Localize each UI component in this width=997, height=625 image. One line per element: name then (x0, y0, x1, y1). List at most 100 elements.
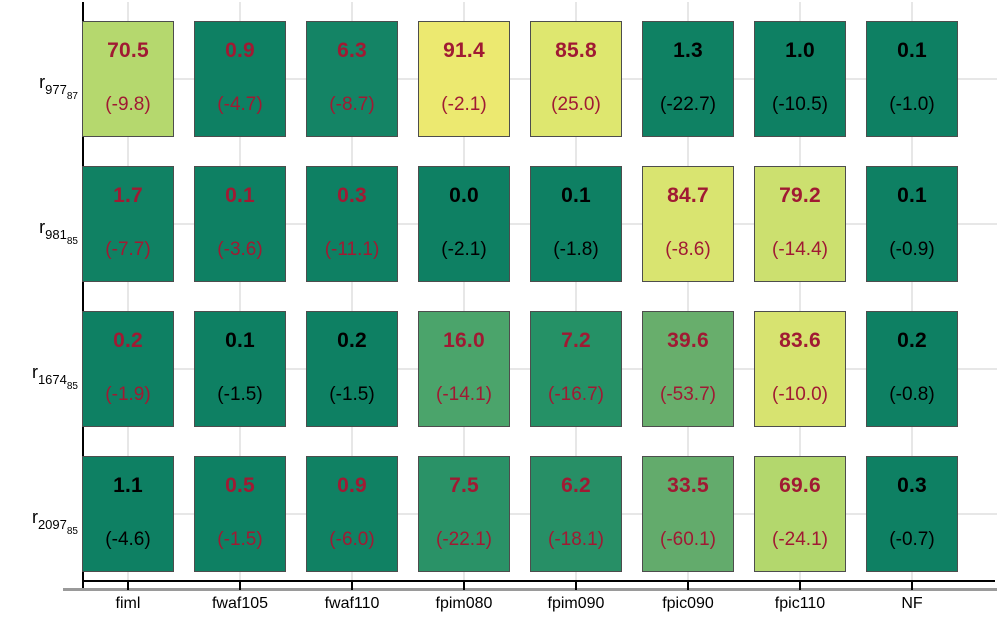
column-label: NF (901, 595, 923, 612)
heatmap-cell: 91.4 (-2.1) (418, 21, 510, 137)
x-tick-mark (575, 580, 577, 590)
cell-value: 0.9 (225, 39, 255, 62)
heatmap-cell: 0.5 (-1.5) (194, 456, 286, 572)
cell-value: 1.3 (673, 39, 703, 62)
cell-value: 0.3 (337, 184, 367, 207)
heatmap-cell: 33.5 (-60.1) (642, 456, 734, 572)
row-label: r 1674 85 (0, 355, 78, 392)
cell-value: 70.5 (107, 39, 149, 62)
x-tick-mark (911, 580, 913, 590)
cell-delta: (-60.1) (660, 529, 716, 550)
cell-value: 6.3 (337, 39, 367, 62)
heatmap-cell: 7.2 (-16.7) (530, 311, 622, 427)
heatmap-cell: 1.1 (-4.6) (82, 456, 174, 572)
cell-delta: (-8.7) (329, 94, 375, 115)
cell-value: 0.2 (897, 329, 927, 352)
heatmap-cell: 0.3 (-0.7) (866, 456, 958, 572)
cell-delta: (-14.1) (436, 384, 492, 405)
cell-value: 7.5 (449, 474, 479, 497)
cell-delta: (-10.5) (772, 94, 828, 115)
cell-value: 0.1 (897, 184, 927, 207)
x-axis-line (82, 580, 995, 582)
heatmap-cell: 0.9 (-6.0) (306, 456, 398, 572)
row-label: r 2097 85 (0, 500, 78, 537)
cell-delta: (-22.7) (660, 94, 716, 115)
cell-value: 0.0 (449, 184, 479, 207)
heatmap-cell: 0.1 (-1.8) (530, 166, 622, 282)
heatmap-cell: 0.1 (-1.0) (866, 21, 958, 137)
gridline-vertical (239, 2, 241, 588)
cell-value: 7.2 (561, 329, 591, 352)
gridline-vertical (911, 2, 913, 588)
x-tick-mark (127, 580, 129, 590)
cell-delta: (-3.6) (217, 239, 263, 260)
heatmap-cell: 69.6 (-24.1) (754, 456, 846, 572)
column-label: fwaf110 (324, 595, 380, 612)
cell-delta: (25.0) (551, 94, 601, 115)
cell-delta: (-1.0) (889, 94, 935, 115)
cell-value: 0.5 (225, 474, 255, 497)
cell-delta: (-1.9) (105, 384, 151, 405)
x-tick-mark (351, 580, 353, 590)
cell-value: 1.7 (113, 184, 143, 207)
gridline-vertical (799, 2, 801, 588)
heatmap-cell: 1.7 (-7.7) (82, 166, 174, 282)
cell-delta: (-1.5) (217, 384, 263, 405)
heatmap-cell: 84.7 (-8.6) (642, 166, 734, 282)
cell-value: 0.1 (897, 39, 927, 62)
cell-delta: (-11.1) (324, 239, 380, 260)
cell-delta: (-7.7) (105, 239, 151, 260)
cell-value: 83.6 (779, 329, 821, 352)
heatmap-cell: 0.0 (-2.1) (418, 166, 510, 282)
row-label-base: r (39, 72, 46, 92)
y-axis-line (82, 2, 84, 589)
gridline-vertical (687, 2, 689, 588)
cell-delta: (-8.6) (665, 239, 711, 260)
cell-delta: (-0.9) (889, 239, 935, 260)
row-label-subscript: 1674 (37, 371, 67, 387)
cell-value: 0.1 (225, 329, 255, 352)
column-label: fpic090 (662, 595, 714, 612)
cell-delta: (-0.7) (889, 529, 935, 550)
heatmap-cell: 0.2 (-0.8) (866, 311, 958, 427)
cell-delta: (-1.8) (553, 239, 599, 260)
cell-delta: (-1.5) (217, 529, 263, 550)
cell-value: 0.1 (225, 184, 255, 207)
cell-delta: (-4.7) (217, 94, 263, 115)
cell-value: 0.9 (337, 474, 367, 497)
column-label: fpim080 (435, 595, 493, 612)
heatmap-cell: 83.6 (-10.0) (754, 311, 846, 427)
cell-value: 0.2 (113, 329, 143, 352)
cell-delta: (-24.1) (772, 529, 828, 550)
row-label-base: r (31, 362, 38, 382)
cell-value: 69.6 (779, 474, 821, 497)
heatmap-cell: 79.2 (-14.4) (754, 166, 846, 282)
heatmap-cell: 0.3 (-11.1) (306, 166, 398, 282)
gridline-vertical (127, 2, 129, 588)
heatmap-cell: 0.2 (-1.5) (306, 311, 398, 427)
gridline-vertical (575, 2, 577, 588)
heatmap-cell: 0.9 (-4.7) (194, 21, 286, 137)
cell-delta: (-2.1) (441, 94, 487, 115)
row-label-subscript: 2097 (37, 516, 67, 532)
x-tick-mark (799, 580, 801, 590)
cell-value: 0.1 (561, 184, 591, 207)
cell-delta: (-6.0) (329, 529, 375, 550)
row-label-subsubscript: 85 (66, 235, 78, 247)
gridline-vertical (351, 2, 353, 588)
x-tick-mark (239, 580, 241, 590)
cell-value: 0.3 (897, 474, 927, 497)
heatmap-cell: 1.3 (-22.7) (642, 21, 734, 137)
row-label-subscript: 981 (45, 226, 67, 242)
cell-value: 1.0 (785, 39, 815, 62)
row-label-base: r (31, 507, 38, 527)
heatmap-cell: 0.1 (-0.9) (866, 166, 958, 282)
cell-value: 39.6 (667, 329, 709, 352)
cell-delta: (-18.1) (548, 529, 604, 550)
cell-delta: (-1.5) (329, 384, 375, 405)
cell-value: 79.2 (779, 184, 821, 207)
cell-delta: (-22.1) (436, 529, 492, 550)
heatmap-cell: 85.8 (25.0) (530, 21, 622, 137)
row-label-base: r (39, 217, 46, 237)
